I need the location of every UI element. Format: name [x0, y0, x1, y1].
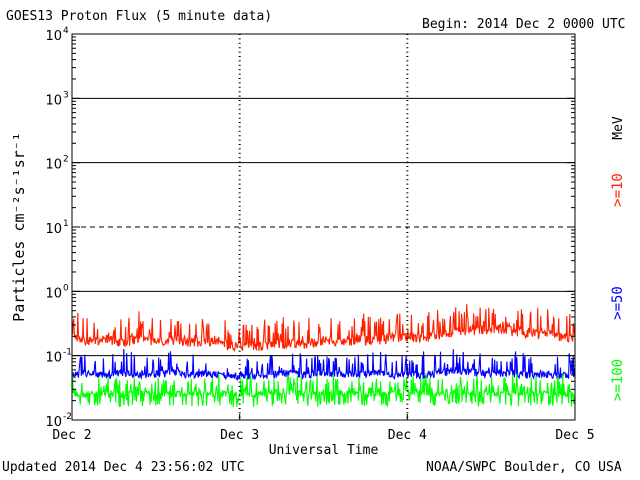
- y-tick-label: 10: [45, 29, 62, 44]
- y-tick-exponent: 0: [63, 283, 69, 293]
- series-line: [71, 373, 576, 408]
- y-tick-exponent: -2: [63, 412, 72, 422]
- legend-label: >=10: [610, 173, 626, 207]
- legend-label: >=50: [610, 286, 626, 320]
- x-tick-label: Dec 4: [388, 428, 427, 443]
- x-tick-label: Dec 3: [220, 428, 259, 443]
- y-tick-label: 10: [45, 158, 62, 173]
- y-tick-label: 10: [45, 415, 62, 430]
- y-tick-exponent: 1: [63, 219, 69, 229]
- updated-timestamp: Updated 2014 Dec 4 23:56:02 UTC: [2, 460, 245, 475]
- credit-text: NOAA/SWPC Boulder, CO USA: [426, 460, 622, 475]
- y-tick-exponent: -1: [63, 348, 72, 358]
- x-tick-label: Dec 5: [555, 428, 594, 443]
- series-line: [71, 304, 576, 352]
- y-tick-label: 10: [45, 222, 62, 237]
- legend-unit: MeV: [611, 116, 626, 140]
- y-tick-exponent: 4: [63, 26, 69, 36]
- y-tick-exponent: 3: [63, 90, 69, 100]
- x-axis-label: Universal Time: [269, 443, 379, 458]
- chart-title: GOES13 Proton Flux (5 minute data): [6, 9, 273, 24]
- series-line: [71, 348, 576, 381]
- x-tick-label: Dec 2: [52, 428, 91, 443]
- y-tick-label: 10: [45, 286, 62, 301]
- y-axis-label: Particles cm⁻²s⁻¹sr⁻¹: [10, 132, 28, 322]
- y-tick-exponent: 2: [63, 155, 69, 165]
- legend-label: >=100: [610, 359, 626, 401]
- y-tick-label: 10: [45, 93, 62, 108]
- begin-time: Begin: 2014 Dec 2 0000 UTC: [422, 17, 626, 32]
- y-tick-label: 10: [45, 351, 62, 366]
